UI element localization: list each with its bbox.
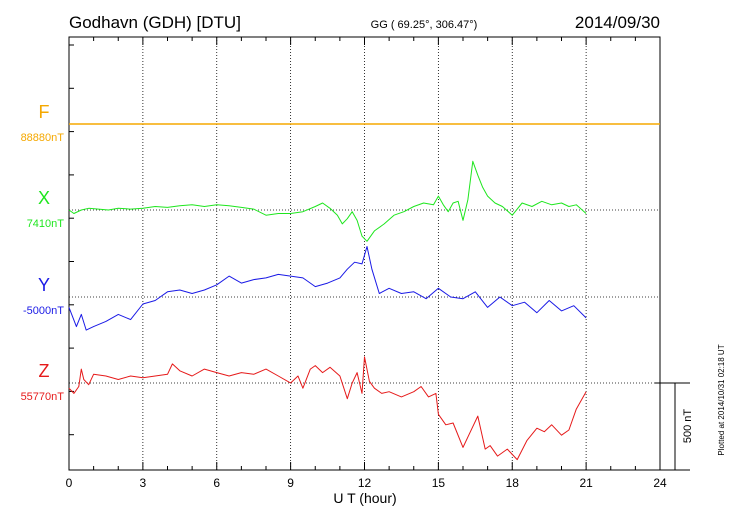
series-name-z: Z	[39, 361, 50, 381]
scale-bar-label: 500 nT	[682, 409, 694, 444]
series-name-y: Y	[38, 275, 50, 295]
series-baseline-f: 88880nT	[21, 132, 65, 144]
axis-ticks	[68, 37, 661, 470]
x-tick-labels: 0 3 6 9 12 15 18 21 24	[66, 476, 667, 490]
x-tick-label: 12	[358, 476, 372, 490]
x-tick-label: 21	[579, 476, 593, 490]
x-tick-label: 3	[140, 476, 147, 490]
series-baseline-z: 55770nT	[21, 391, 65, 403]
series-name-x: X	[38, 188, 50, 208]
x-tick-label: 6	[213, 476, 220, 490]
series-line-z	[68, 356, 587, 461]
series-baseline-x: 7410nT	[27, 218, 65, 230]
series-name-f: F	[39, 102, 50, 122]
x-tick-label: 24	[653, 476, 667, 490]
plot-date: 2014/09/30	[575, 13, 660, 32]
station-coords: GG ( 69.25°, 306.47°)	[371, 19, 478, 31]
scale-bar	[655, 382, 690, 471]
series-line-x	[68, 160, 587, 242]
plotted-timestamp: Plotted at 2014/10/31 02:18 UT	[717, 344, 726, 455]
x-tick-label: 9	[287, 476, 294, 490]
series-baseline-y: -5000nT	[23, 305, 64, 317]
x-axis-label: U T (hour)	[333, 490, 396, 506]
x-tick-label: 18	[506, 476, 520, 490]
x-tick-label: 15	[432, 476, 446, 490]
series-line-y	[68, 246, 587, 331]
series-labels: F 88880nT X 7410nT Y -5000nT Z 55770nT	[21, 102, 65, 403]
station-title: Godhavn (GDH) [DTU]	[69, 13, 241, 32]
series-lines	[68, 123, 660, 461]
x-tick-label: 0	[66, 476, 73, 490]
